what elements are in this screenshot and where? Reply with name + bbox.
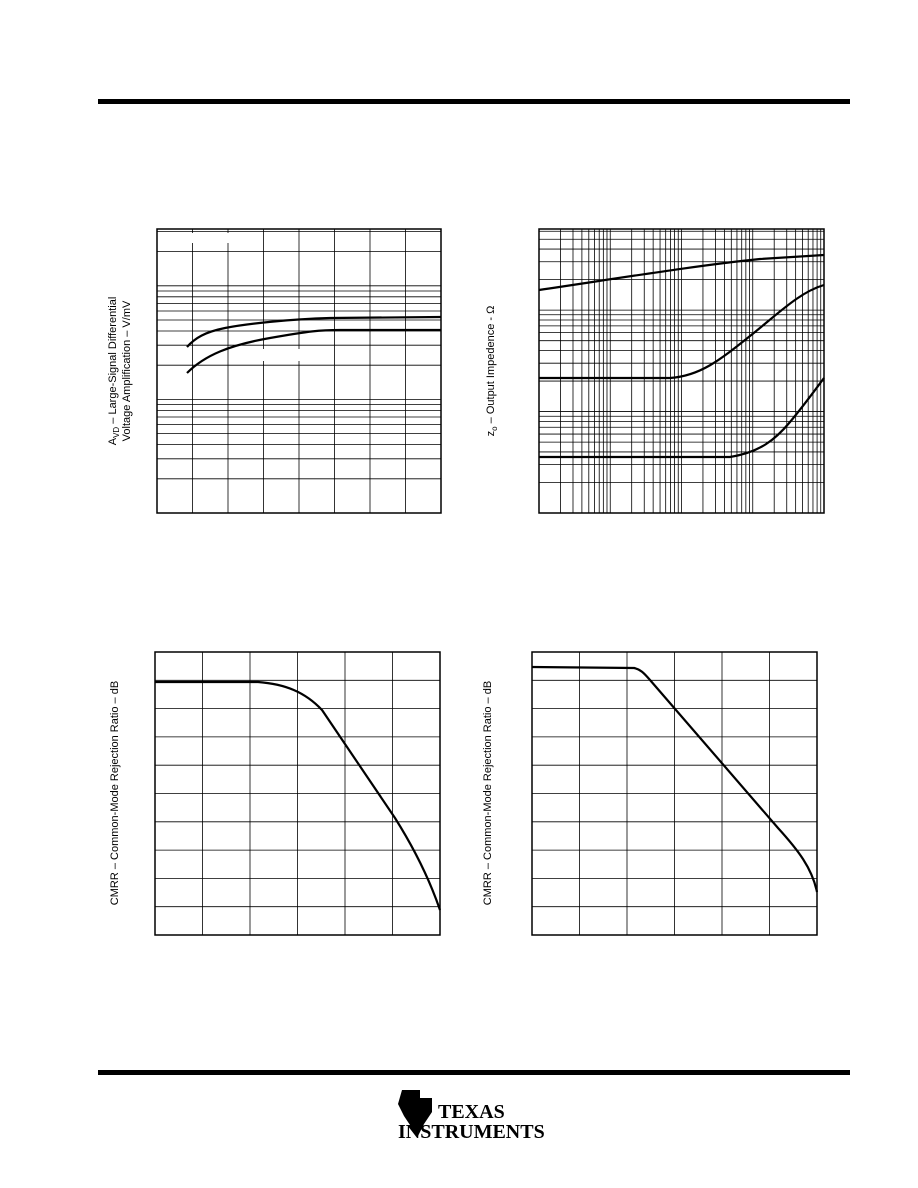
y-axis-label: CMRR – Common-Mode Rejection Ratio – dB (109, 681, 121, 905)
logo-text: TEXAS (438, 1101, 505, 1123)
curve (186, 315, 442, 348)
plot-frame (538, 228, 825, 514)
grids (155, 229, 824, 935)
curve (186, 328, 441, 374)
plot-frame (531, 651, 818, 936)
footer-rule (98, 1070, 850, 1075)
label-part: – Output Impedence - Ω (485, 306, 497, 427)
curve (531, 665, 819, 893)
plot-frame (154, 651, 441, 936)
y-axis-label-line2: Voltage Amplification – V/mV (121, 300, 133, 441)
label-sub: o (490, 426, 499, 431)
curve (538, 253, 825, 292)
y-axis-label: CMRR – Common-Mode Rejection Ratio – dB (482, 681, 494, 905)
label-part: – Large-Signal Differential (107, 297, 119, 427)
y-axis-label: zo – Output Impedence - Ω (485, 306, 499, 437)
curve (539, 283, 825, 380)
header-rule (98, 99, 850, 104)
plot-frame (156, 228, 442, 514)
legend-blank (162, 233, 262, 243)
curve (155, 680, 442, 911)
y-axis-label: AVD – Large-Signal Differential (107, 297, 121, 446)
label-part: A (107, 437, 119, 445)
label-sub: VD (112, 427, 121, 438)
legend-blank (250, 349, 330, 361)
curve (539, 377, 825, 459)
logo-mark (398, 1090, 432, 1136)
label-part: z (485, 431, 497, 437)
logo-text: INSTRUMENTS (398, 1121, 545, 1143)
